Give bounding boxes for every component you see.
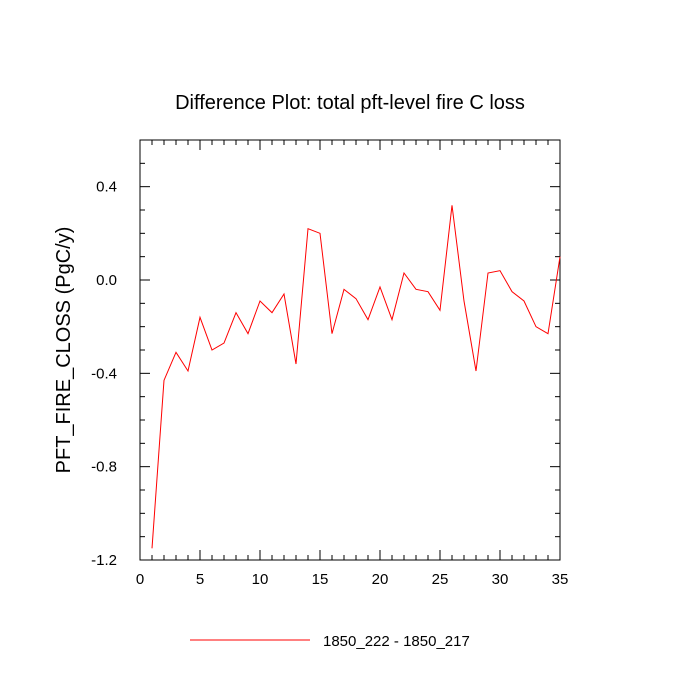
series-line-0 <box>151 205 561 549</box>
plot-frame <box>139 139 561 561</box>
series-layer <box>151 205 561 549</box>
y-tick-label: -0.8 <box>91 459 117 476</box>
x-tick-label: 30 <box>492 571 509 588</box>
axis-ticks <box>139 139 561 561</box>
y-tick-label: -1.2 <box>91 552 117 569</box>
x-tick-label: 25 <box>432 571 449 588</box>
y-tick-label: 0.4 <box>96 179 117 196</box>
chart-title: Difference Plot: total pft-level fire C … <box>175 92 525 114</box>
x-tick-label: 0 <box>136 571 144 588</box>
legend: 1850_222 - 1850_217 <box>190 633 470 650</box>
x-tick-label: 5 <box>196 571 204 588</box>
y-axis-label: PFT_FIRE_CLOSS (PgC/y) <box>53 227 75 474</box>
y-tick-label: 0.0 <box>96 272 117 289</box>
legend-label: 1850_222 - 1850_217 <box>323 633 470 650</box>
x-tick-label: 15 <box>312 571 329 588</box>
x-tick-label: 35 <box>552 571 569 588</box>
axis-tick-labels: 0 5 10 15 20 25 30 35 -1.2 -0.8 -0.4 0.0 0.4 <box>91 179 568 588</box>
x-tick-label: 20 <box>372 571 389 588</box>
y-tick-label: -0.4 <box>91 365 117 382</box>
x-tick-label: 10 <box>252 571 269 588</box>
